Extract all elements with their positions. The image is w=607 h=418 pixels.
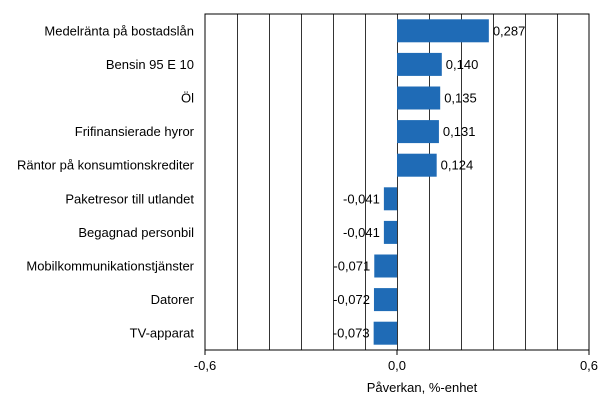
category-label: Paketresor till utlandet (65, 191, 194, 206)
category-label: Begagnad personbil (78, 225, 194, 240)
category-label: Mobilkommunikationstjänster (26, 259, 194, 274)
x-axis-label: Påverkan, %-enhet (367, 380, 478, 395)
bar (397, 153, 437, 177)
data-label: 0,140 (446, 57, 479, 72)
category-label: Datorer (151, 292, 195, 307)
bar (383, 220, 397, 244)
x-axis-ticks: -0,6 0,0 0,6 (194, 350, 598, 373)
data-label: -0,041 (343, 225, 380, 240)
category-label: Öl (181, 91, 194, 106)
category-label: Bensin 95 E 10 (106, 57, 194, 72)
category-label: TV-apparat (130, 326, 195, 341)
data-label: 0,131 (443, 124, 476, 139)
data-label: 0,135 (444, 91, 477, 106)
bars (373, 19, 489, 345)
bar (383, 187, 397, 211)
data-label: -0,041 (343, 191, 380, 206)
bar (374, 254, 397, 278)
x-tick-label: 0,6 (580, 358, 598, 373)
x-tick-label: -0,6 (194, 358, 216, 373)
bar (397, 19, 489, 43)
bar (373, 321, 397, 345)
category-label: Räntor på konsumtionskrediter (17, 158, 195, 173)
bar (397, 120, 439, 144)
data-label: 0,287 (493, 23, 526, 38)
bar (397, 86, 441, 110)
category-labels: Medelränta på bostadslån Bensin 95 E 10 Öl… (17, 23, 195, 340)
bar (397, 52, 442, 76)
data-label: -0,071 (333, 259, 370, 274)
data-label: 0,124 (441, 158, 474, 173)
gridlines (237, 14, 558, 350)
data-label: -0,072 (333, 292, 370, 307)
category-label: Medelränta på bostadslån (44, 23, 194, 38)
category-label: Frifinansierade hyror (75, 124, 195, 139)
data-label: -0,073 (333, 326, 370, 341)
value-labels: 0,287 0,140 0,135 0,131 0,124 -0,041 -0,041 -0,… (333, 23, 526, 340)
bar (373, 288, 397, 312)
x-tick-label: 0,0 (388, 358, 406, 373)
